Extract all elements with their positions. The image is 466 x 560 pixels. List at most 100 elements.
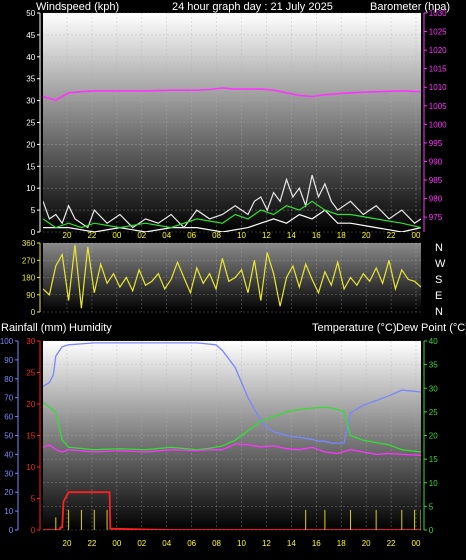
time-tick-label: 14 [287,539,296,548]
compass-label: N [435,242,443,254]
windspeed-axis-tick-label: 40 [26,53,35,62]
compass-label: N [435,306,443,318]
humidity-axis-tick-label: 80 [4,375,13,384]
time-tick-label: 08 [212,231,221,240]
windspeed-axis-tick-label: 20 [26,140,35,149]
windspeed-axis-tick-label: 30 [26,97,35,106]
wind-direction-axis-tick-label: 360 [22,239,36,248]
time-tick-label: 20 [362,231,371,240]
time-tick-label: 22 [387,231,396,240]
rainfall-axis-tick-label: 0 [31,526,36,535]
temperature-axis-tick-label: 25 [429,408,438,417]
time-tick-label: 22 [387,539,396,548]
humidity-axis-tick-label: 90 [4,356,13,365]
barometer-axis-tick-label: 1025 [429,28,447,37]
time-tick-label: 20 [63,231,72,240]
barometer-axis-tick-label: 980 [429,195,443,204]
humidity-axis-tick-label: 60 [4,413,13,422]
wind-direction-axis-tick-label: 0 [31,308,36,317]
barometer-axis-tick-label: 1000 [429,120,447,129]
compass-label: W [435,258,446,270]
temperature-axis-title: Temperature (°C) [312,322,396,334]
humidity-axis-tick-label: 50 [4,432,13,441]
barometer-axis-tick-label: 995 [429,139,443,148]
windspeed-axis-tick-label: 5 [31,206,36,215]
barometer-axis-title: Barometer (hpa) [370,1,450,13]
wind-direction-axis-tick-label: 180 [22,274,36,283]
time-tick-label: 12 [262,539,271,548]
time-tick-label: 04 [162,539,171,548]
compass-label: E [435,290,442,302]
barometer-axis-tick-label: 1020 [429,46,447,55]
time-tick-label: 10 [237,539,246,548]
humidity-axis-tick-label: 30 [4,469,13,478]
rainfall-axis-tick-label: 30 [26,337,35,346]
temperature-axis-tick-label: 40 [429,337,438,346]
windspeed-axis-tick-label: 35 [26,75,35,84]
time-tick-label: 02 [137,539,146,548]
time-tick-label: 08 [212,539,221,548]
windspeed-axis-tick-label: 15 [26,162,35,171]
rainfall-axis-tick-label: 20 [26,400,35,409]
dew-point-axis-title: Dew Point (°C) [396,322,466,334]
time-tick-label: 10 [237,231,246,240]
temperature-axis-tick-label: 20 [429,432,438,441]
time-tick-label: 18 [337,231,346,240]
humidity-axis-tick-label: 100 [0,337,14,346]
windspeed-axis-tick-label: 10 [26,184,35,193]
rainfall-axis-tick-label: 25 [26,369,35,378]
humidity-axis-tick-label: 20 [4,488,13,497]
temperature-axis-tick-label: 0 [429,526,434,535]
time-tick-label: 20 [63,539,72,548]
time-tick-label: 22 [87,539,96,548]
wind-direction-axis-tick-label: 270 [22,256,36,265]
windspeed-axis-tick-label: 45 [26,31,35,40]
humidity-axis-tick-label: 10 [4,507,13,516]
rainfall-axis-tick-label: 5 [31,495,36,504]
graph-title: 24 hour graph day : 21 July 2025 [172,1,333,13]
windspeed-axis-tick-label: 50 [26,9,35,18]
barometer-axis-tick-label: 975 [429,213,443,222]
humidity-axis-tick-label: 70 [4,394,13,403]
compass-label: S [435,274,442,286]
time-tick-label: 18 [337,539,346,548]
barometer-axis-tick-label: 1015 [429,65,447,74]
temperature-axis-tick-label: 5 [429,502,434,511]
windspeed-axis-title: Windspeed (kph) [36,1,119,13]
temperature-axis-tick-label: 35 [429,361,438,370]
wind-direction-axes: 0 90 180 270 360 [22,239,40,317]
time-tick-label: 16 [312,539,321,548]
time-tick-label: 00 [412,539,421,548]
humidity-axis-tick-label: 0 [9,526,14,535]
time-tick-label: 06 [187,231,196,240]
rainfall-axis-tick-label: 10 [26,463,35,472]
time-tick-label: 00 [112,231,121,240]
time-tick-label: 06 [187,539,196,548]
wind-direction-axis-tick-label: 90 [26,291,35,300]
temperature-axis-tick-label: 15 [429,455,438,464]
time-tick-label: 16 [312,231,321,240]
barometer-axis-tick-label: 1010 [429,83,447,92]
time-tick-label: 20 [362,539,371,548]
time-tick-label: 04 [162,231,171,240]
time-tick-label: 22 [87,231,96,240]
windspeed-axis-tick-label: 0 [31,228,36,237]
time-tick-label: 00 [112,539,121,548]
humidity-axis-tick-label: 40 [4,450,13,459]
temperature-axis-tick-label: 10 [429,479,438,488]
humidity-axis-title: Humidity [69,322,112,334]
time-tick-label: 12 [262,231,271,240]
rainfall-axis-tick-label: 15 [26,432,35,441]
temperature-axis-tick-label: 30 [429,384,438,393]
barometer-axis-tick-label: 1005 [429,102,447,111]
time-tick-label: 02 [137,231,146,240]
rainfall-axis-title: Rainfall (mm) [1,322,66,334]
time-tick-label: 00 [412,231,421,240]
time-tick-label: 14 [287,231,296,240]
barometer-axis-tick-label: 985 [429,176,443,185]
barometer-axis-tick-label: 990 [429,157,443,166]
windspeed-axis-tick-label: 25 [26,119,35,128]
